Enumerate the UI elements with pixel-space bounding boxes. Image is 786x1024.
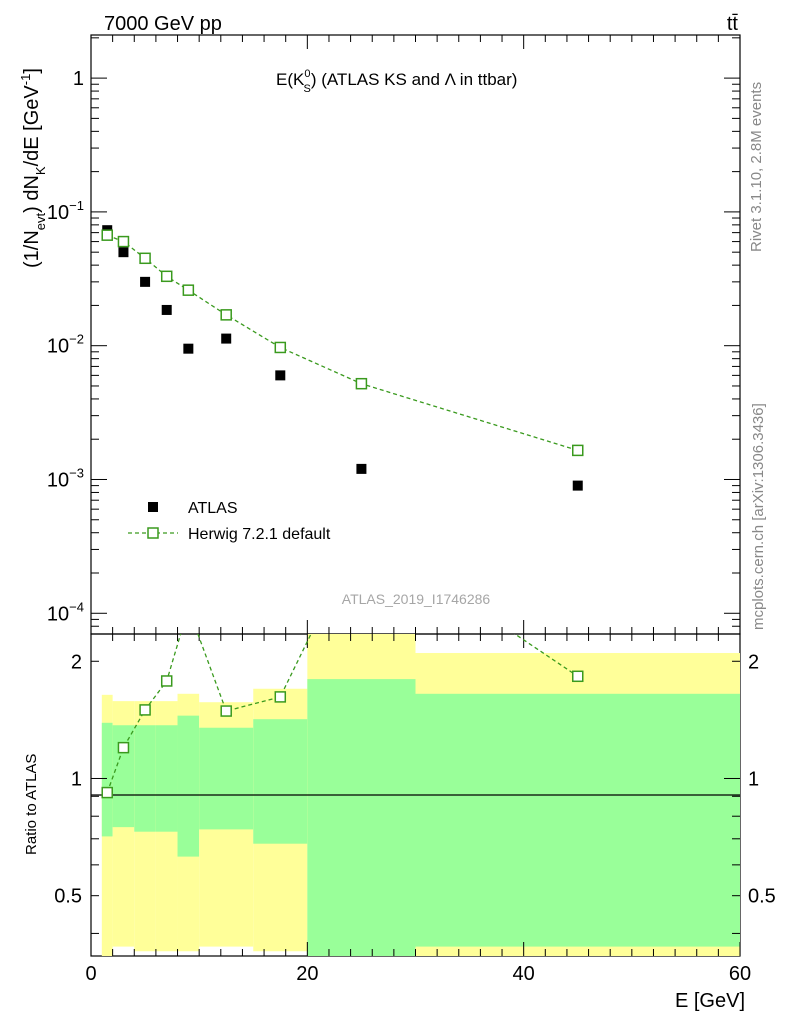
mc-point-0 bbox=[101, 229, 113, 241]
x-tick-label-1: 20 bbox=[296, 963, 318, 985]
legend-data-label: ATLAS bbox=[188, 500, 238, 517]
energy-label: 7000 GeV pp bbox=[104, 13, 222, 35]
main-frame bbox=[90, 34, 741, 635]
inner-band-5 bbox=[199, 727, 254, 830]
ratio-y-tick-label-right-1: 1 bbox=[748, 768, 759, 790]
x-tick-label-3: 60 bbox=[729, 963, 751, 985]
mc-line bbox=[106, 234, 578, 452]
ratio-point-5 bbox=[220, 705, 232, 717]
legend-mc-marker bbox=[147, 527, 159, 539]
data-point-8 bbox=[572, 480, 583, 491]
main-y-tick-label-3: 10−3 bbox=[47, 465, 84, 491]
main-y-tick-label-1: 10−1 bbox=[47, 198, 84, 224]
plot-title: E(K0 S) (ATLAS KS and Λ in ttbar) bbox=[276, 68, 517, 95]
inner-band-4 bbox=[177, 715, 200, 857]
inner-band-2 bbox=[134, 725, 156, 832]
ratio-y-tick-label-right-0: 0.5 bbox=[748, 886, 776, 908]
analysis-watermark: ATLAS_2019_I1746286 bbox=[342, 591, 491, 607]
legend: ATLAS Herwig 7.2.1 default bbox=[128, 500, 331, 543]
process-label: tt̄ bbox=[727, 13, 739, 35]
ratio-point-8 bbox=[572, 670, 584, 683]
ratio-point-3 bbox=[160, 675, 173, 687]
ratio-point-2 bbox=[139, 704, 151, 716]
legend-mc-label: Herwig 7.2.1 default bbox=[188, 526, 331, 543]
inner-band-3 bbox=[155, 725, 178, 832]
data-point-1 bbox=[118, 247, 129, 258]
main-series bbox=[101, 225, 584, 491]
ratio-point-0 bbox=[101, 786, 113, 799]
data-point-5 bbox=[221, 333, 232, 344]
inner-band-0 bbox=[101, 722, 113, 837]
data-point-6 bbox=[275, 370, 286, 381]
data-point-2 bbox=[140, 276, 151, 287]
data-point-3 bbox=[161, 304, 172, 315]
ratio-y-tick-label-1: 1 bbox=[71, 768, 82, 790]
ratio-series bbox=[101, 634, 584, 799]
ratio-y-tick-label-right-2: 2 bbox=[748, 651, 759, 673]
legend-data-marker bbox=[148, 502, 158, 512]
main-axis-ticks: 1 10−1 10−2 10−3 10−4 bbox=[47, 35, 741, 635]
data-point-4 bbox=[183, 343, 194, 354]
mc-point-5 bbox=[220, 309, 232, 321]
mc-point-8 bbox=[572, 444, 584, 457]
inner-band-8 bbox=[415, 693, 740, 947]
ratio-axis-ticks: 0 20 40 60 0.5 0.5 1 1 2 2 bbox=[54, 634, 776, 985]
ratio-point-1 bbox=[117, 741, 130, 754]
mcplots-label: mcplots.cern.ch [arXiv:1306.3436] bbox=[750, 403, 767, 630]
data-point-7 bbox=[356, 463, 367, 474]
mc-point-7 bbox=[355, 377, 368, 390]
y-axis-label: (1/Nevt) dNK/dE [GeV-1] bbox=[18, 68, 48, 268]
inner-band-7 bbox=[307, 679, 416, 956]
x-tick-label-2: 40 bbox=[513, 963, 535, 985]
mc-point-6 bbox=[274, 341, 287, 354]
mc-point-2 bbox=[139, 252, 151, 265]
ratio-point-6 bbox=[274, 691, 287, 703]
ratio-axis-label: Ratio to ATLAS bbox=[23, 754, 40, 855]
rivet-label: Rivet 3.1.10, 2.8M events bbox=[748, 82, 765, 252]
main-y-tick-label-4: 10−4 bbox=[47, 599, 84, 625]
x-tick-label-0: 0 bbox=[85, 963, 96, 985]
mc-point-4 bbox=[182, 284, 195, 296]
inner-band-1 bbox=[112, 725, 135, 828]
mc-point-1 bbox=[117, 235, 130, 248]
ratio-y-tick-label-2: 2 bbox=[71, 651, 82, 673]
mc-point-3 bbox=[160, 270, 173, 283]
main-y-tick-label-2: 10−2 bbox=[47, 332, 84, 358]
x-axis-label: E [GeV] bbox=[675, 990, 745, 1012]
inner-band-6 bbox=[253, 719, 308, 844]
ratio-y-tick-label-0: 0.5 bbox=[54, 886, 82, 908]
main-y-tick-label-0: 1 bbox=[73, 68, 84, 90]
